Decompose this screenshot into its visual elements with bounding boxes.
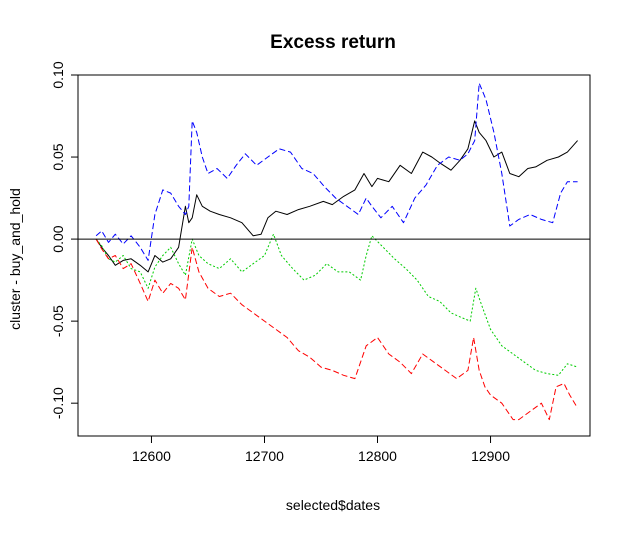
x-tick-label: 12600: [132, 448, 171, 464]
y-tick-label: 0.10: [50, 61, 66, 88]
y-tick-label: -0.10: [50, 387, 66, 419]
x-tick-label: 12800: [358, 448, 397, 464]
x-tick-label: 12700: [245, 448, 284, 464]
series-line-4: [95, 238, 579, 421]
series-line-2: [95, 82, 578, 261]
y-axis: -0.10 -0.05 0.00 0.05 0.10: [50, 61, 78, 419]
series-layer: [95, 82, 579, 421]
y-tick-label: 0.00: [50, 225, 66, 252]
y-tick-label: 0.05: [50, 143, 66, 170]
x-axis: 12600 12700 12800 12900: [132, 436, 510, 464]
y-axis-label: cluster - buy_and_hold: [7, 188, 23, 330]
chart-title: Excess return: [270, 32, 396, 53]
plot-frame: [77, 74, 591, 437]
series-line-3: [95, 233, 578, 376]
x-axis-label: selected$dates: [286, 497, 380, 513]
y-tick-label: -0.05: [50, 305, 66, 337]
series-line-1: [95, 120, 578, 273]
x-tick-label: 12900: [471, 448, 510, 464]
